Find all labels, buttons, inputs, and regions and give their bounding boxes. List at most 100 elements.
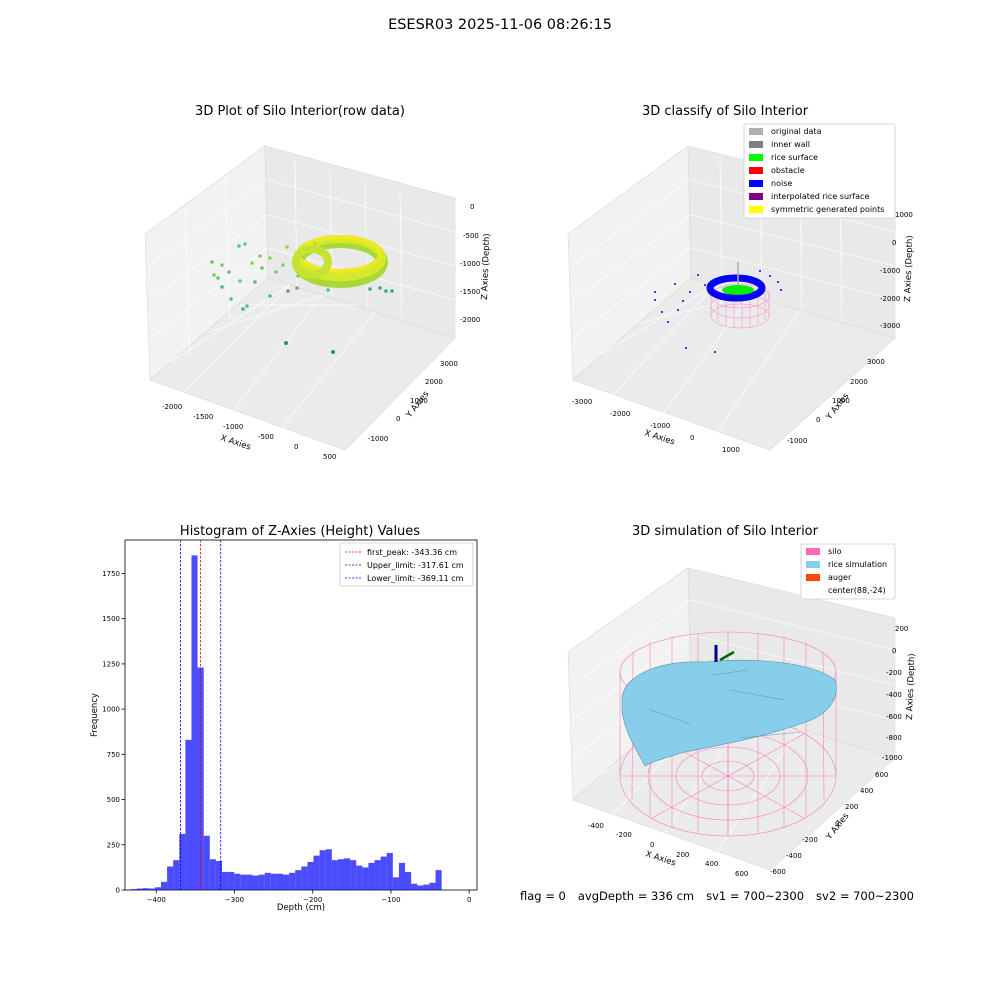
legend-label-first-peak: first_peak: -343.36 cm <box>367 548 457 557</box>
histogram-bar <box>386 852 393 890</box>
histogram-bar <box>289 872 296 890</box>
histogram-bar <box>398 862 406 890</box>
legend-label-inner-wall: inner wall <box>771 140 810 149</box>
simulation-3d-plot: -400 -200 0 200 400 600 -600 -400 -200 0… <box>567 543 917 878</box>
histogram-y-axis-label: Frequency <box>90 693 100 737</box>
raw-scatter-points <box>210 241 394 354</box>
histogram-bar <box>136 888 143 890</box>
simulation-x-axis-label: X Axies <box>644 849 677 868</box>
histogram-bar <box>258 874 265 890</box>
raw-ztick: -500 <box>463 232 479 240</box>
histogram-bar <box>154 887 161 890</box>
histogram-bar <box>209 859 216 890</box>
simulation-auger-arm <box>719 650 735 662</box>
histogram-bar <box>240 874 247 890</box>
histogram-y-tick-label: 1500 <box>102 615 120 623</box>
legend-swatch-silo <box>806 548 820 555</box>
legend-label-obstacle: obstacle <box>771 166 805 175</box>
simulation-ytick: 600 <box>875 771 888 779</box>
raw-xtick: -500 <box>258 433 274 441</box>
legend-label-auger: auger <box>828 573 852 582</box>
histogram-bar <box>337 859 345 890</box>
histogram-bar <box>417 885 424 890</box>
raw-x-axis-label: X Axies <box>219 433 252 452</box>
simulation-ytick: 0 <box>835 820 839 828</box>
legend-label-silo: silo <box>828 547 842 556</box>
classify-ztick: 1000 <box>895 211 913 219</box>
histogram-bar <box>325 849 332 890</box>
raw-ztick: -1500 <box>460 288 480 296</box>
raw-plot-title: 3D Plot of Silo Interior(row data) <box>195 104 405 119</box>
histogram-bar <box>191 555 198 890</box>
histogram-bar <box>173 860 180 890</box>
classify-ytick: 1000 <box>832 397 850 405</box>
histogram-bar <box>167 866 174 890</box>
classify-ztick: -1000 <box>880 267 900 275</box>
figure-title: ESESR03 2025-11-06 08:26:15 <box>388 17 612 33</box>
simulation-rice-shading <box>649 669 801 739</box>
legend-swatch-symmetric-points <box>749 206 763 213</box>
classify-interpolated-surface <box>708 278 764 296</box>
classify-z-axis-label: Z Axies (Depth) <box>903 235 915 302</box>
histogram-bar <box>264 872 271 890</box>
legend-swatch-obstacle <box>749 167 763 174</box>
legend-swatch-rice-simulation <box>806 561 820 568</box>
histogram-bar <box>228 871 235 890</box>
simulation-rice-surface <box>621 660 837 767</box>
classify-rice-surface <box>722 285 754 295</box>
simulation-ytick: 200 <box>845 803 858 811</box>
raw-ytick: -1000 <box>368 435 388 443</box>
histogram-bar <box>435 870 442 890</box>
simulation-ztick: -600 <box>886 713 902 721</box>
histogram-bar <box>307 861 314 890</box>
simulation-ytick: 400 <box>860 787 873 795</box>
raw-3d-plot: -2000 -1500 -1000 -500 0 500 -1000 0 100… <box>144 145 492 461</box>
simulation-xtick: 0 <box>650 841 654 849</box>
classify-noise-points <box>654 270 782 353</box>
legend-label-upper-limit: Upper_limit: -317.61 cm <box>367 561 464 570</box>
classify-xtick: -3000 <box>572 398 592 406</box>
histogram-bar <box>130 889 137 890</box>
legend-label-center: center(88,-24) <box>828 586 886 595</box>
status-sv2: sv2 = 700~2300 <box>816 889 914 903</box>
legend-swatch-inner-wall <box>749 141 763 148</box>
histogram-y-tick-label: 1250 <box>102 660 120 668</box>
raw-ytick: 3000 <box>440 360 458 368</box>
histogram-bar <box>234 873 241 890</box>
histogram-bar <box>331 860 338 890</box>
histogram-x-tick-label: −400 <box>147 896 166 904</box>
status-sv1: sv1 = 700~2300 <box>706 889 805 903</box>
histogram-bar <box>179 833 186 890</box>
status-line: flag = 0 avgDepth = 336 cm sv1 = 700~2300 s… <box>520 889 926 903</box>
simulation-xtick: 600 <box>735 870 748 878</box>
status-flag: flag = 0 <box>520 889 566 903</box>
simulation-xtick: 200 <box>676 851 689 859</box>
classify-ztick: -2000 <box>880 295 900 303</box>
classify-plot-title: 3D classify of Silo Interior <box>641 104 809 119</box>
histogram-y-ticks: 0 250 500 750 1000 1250 1500 1750 <box>102 570 125 895</box>
raw-xtick: 0 <box>294 443 298 451</box>
raw-ytick: 1000 <box>410 397 428 405</box>
raw-ztick: 0 <box>470 203 474 211</box>
simulation-ytick: -600 <box>770 868 786 876</box>
simulation-tick-labels: -400 -200 0 200 400 600 -600 -400 -200 0… <box>588 625 908 878</box>
classify-floor-pane <box>572 277 896 451</box>
histogram-bar <box>142 888 149 890</box>
histogram-x-tick-label: 0 <box>467 896 471 904</box>
simulation-xtick: 400 <box>705 860 718 868</box>
classify-xtick: -1000 <box>650 422 670 430</box>
simulation-legend: silo rice simulation auger center(88,-24… <box>800 543 896 600</box>
histogram-bar <box>215 861 222 890</box>
legend-label-symmetric-points: symmetric generated points <box>771 205 884 214</box>
legend-label-lower-limit: Lower_limit: -369.11 cm <box>367 574 464 583</box>
histogram-x-tick-label: −300 <box>225 896 244 904</box>
classify-ytick: 3000 <box>867 358 885 366</box>
legend-label-original-data: original data <box>771 127 822 136</box>
raw-rice-ring <box>292 235 388 288</box>
classify-noise-ring <box>706 274 766 302</box>
classify-xtick: 1000 <box>722 446 740 454</box>
legend-swatch-rice-surface <box>749 154 763 161</box>
classify-ztick: 0 <box>892 239 896 247</box>
histogram-y-tick-label: 0 <box>116 887 120 895</box>
simulation-ztick: -800 <box>886 734 902 742</box>
